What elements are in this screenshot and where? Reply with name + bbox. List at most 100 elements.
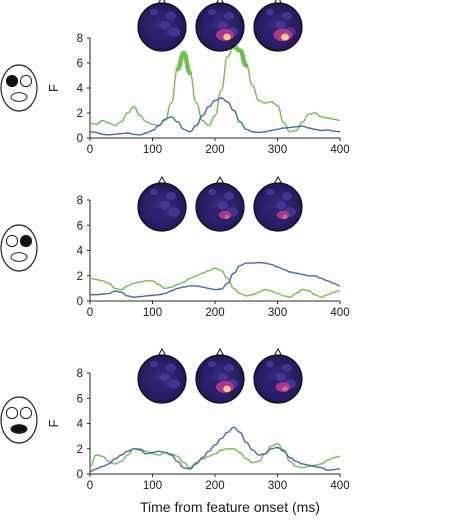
face-mouth [10, 424, 28, 434]
chart-panel-mouth: 0 2 4 6 8 0 100 200 300 400 F [0, 347, 350, 492]
x-axis-title: Time from feature onset (ms) [140, 499, 320, 515]
scalp-texture [150, 360, 158, 368]
scalp-texture [276, 21, 286, 29]
x-tick-label: 100 [143, 144, 162, 156]
x-tick-label: 300 [268, 307, 287, 319]
series-line-green [89, 46, 341, 133]
panels: 0 2 4 6 8 0 100 200 300 400 F 0 2 4 6 8 0 100 200 300 400 0 2 4… [0, 0, 350, 492]
scalp-texture [282, 364, 292, 372]
scalp-texture [266, 360, 274, 368]
scalp-texture [282, 192, 292, 200]
mouth-face-icon [0, 396, 38, 444]
y-tick-label: 6 [77, 220, 83, 232]
scalp-texture [260, 366, 272, 376]
activation-peak [224, 214, 230, 220]
scalp-texture [202, 14, 214, 24]
scalp-texture [150, 207, 164, 219]
scalp-texture [157, 37, 167, 45]
scalp-texture [276, 373, 286, 381]
scalp-texture [266, 8, 274, 16]
scalp-texture [144, 384, 152, 392]
face-outline [0, 224, 38, 272]
scalp-texture [282, 12, 292, 20]
series-line-green [89, 267, 341, 298]
scalp-texture [144, 14, 156, 24]
y-tick-label: 0 [77, 469, 83, 481]
scalp-texture [150, 27, 164, 39]
scalp-texture [144, 32, 152, 40]
scalp-texture [276, 201, 286, 209]
x-tick-label: 0 [87, 144, 93, 156]
scalp-topomap-2 [195, 175, 245, 232]
x-tick-label: 0 [87, 307, 93, 319]
y-tick-label: 2 [77, 108, 83, 120]
y-tick-label: 6 [77, 58, 83, 70]
scalp-texture [224, 364, 234, 372]
x-tick-label: 100 [143, 307, 162, 319]
x-tick-label: 200 [205, 480, 224, 492]
face-right-eye [19, 74, 33, 88]
scalp-topomap-2 [195, 347, 245, 404]
scalp-topomap-3 [253, 0, 303, 52]
face-right-eye [19, 406, 33, 420]
scalp-texture [150, 8, 158, 16]
y-tick-label: 6 [77, 393, 83, 405]
scalp-texture [218, 21, 228, 29]
face-outline [0, 64, 38, 112]
face-mouth [10, 92, 28, 102]
scalp-texture [208, 207, 222, 219]
scalp-texture [260, 194, 272, 204]
scalp-texture [202, 194, 214, 204]
y-axis-label: F [46, 84, 61, 92]
scalp-texture [168, 207, 180, 217]
face-left-eye [5, 406, 19, 420]
y-tick-label: 4 [77, 83, 84, 95]
scalp-texture [266, 188, 274, 196]
scalp-texture [160, 21, 170, 29]
y-tick-label: 4 [77, 246, 84, 258]
scalp-texture [157, 217, 167, 225]
scalp-topomap-2 [195, 0, 245, 52]
y-tick-label: 8 [77, 195, 83, 207]
activation-blob [276, 210, 290, 220]
scalp-texture [160, 201, 170, 209]
scalp-texture [202, 384, 210, 392]
y-tick-label: 2 [77, 271, 83, 283]
y-tick-label: 8 [77, 33, 83, 45]
x-tick-label: 400 [330, 480, 349, 492]
axes: 0 2 4 6 8 0 100 200 300 400 [77, 33, 350, 156]
scalp-texture [202, 212, 210, 220]
scalp-texture [260, 212, 268, 220]
scalp-texture [150, 188, 158, 196]
scalp-texture [273, 217, 283, 225]
face-left-eye [5, 234, 19, 248]
face-outline [0, 396, 38, 444]
scalp-texture [266, 207, 280, 219]
significant-span [231, 44, 249, 68]
scalp-topomap-1 [137, 0, 187, 52]
axes: 0 2 4 6 8 0 100 200 300 400 [77, 195, 350, 319]
scalp-topomap-3 [253, 347, 303, 404]
scalp-texture [218, 373, 228, 381]
x-tick-label: 200 [205, 144, 224, 156]
activation-peak [282, 386, 288, 392]
scalp-texture [218, 201, 228, 209]
axes: 0 2 4 6 8 0 100 200 300 400 [77, 368, 350, 492]
activation-peak [223, 33, 231, 41]
activation-peak [282, 214, 288, 220]
scalp-texture [160, 373, 170, 381]
scalp-texture [208, 360, 216, 368]
series-line-blue [89, 426, 341, 473]
scalp-topomap-1 [137, 347, 187, 404]
scalp-texture [260, 384, 268, 392]
scalp-texture [260, 32, 268, 40]
scalp-texture [224, 12, 234, 20]
scalp-texture [144, 194, 156, 204]
activation-blob [275, 382, 291, 392]
scalp-topomap-1 [137, 175, 187, 232]
scalp-texture [166, 364, 176, 372]
y-tick-label: 0 [77, 133, 83, 145]
significant-span [175, 50, 193, 76]
x-tick-label: 0 [87, 480, 93, 492]
